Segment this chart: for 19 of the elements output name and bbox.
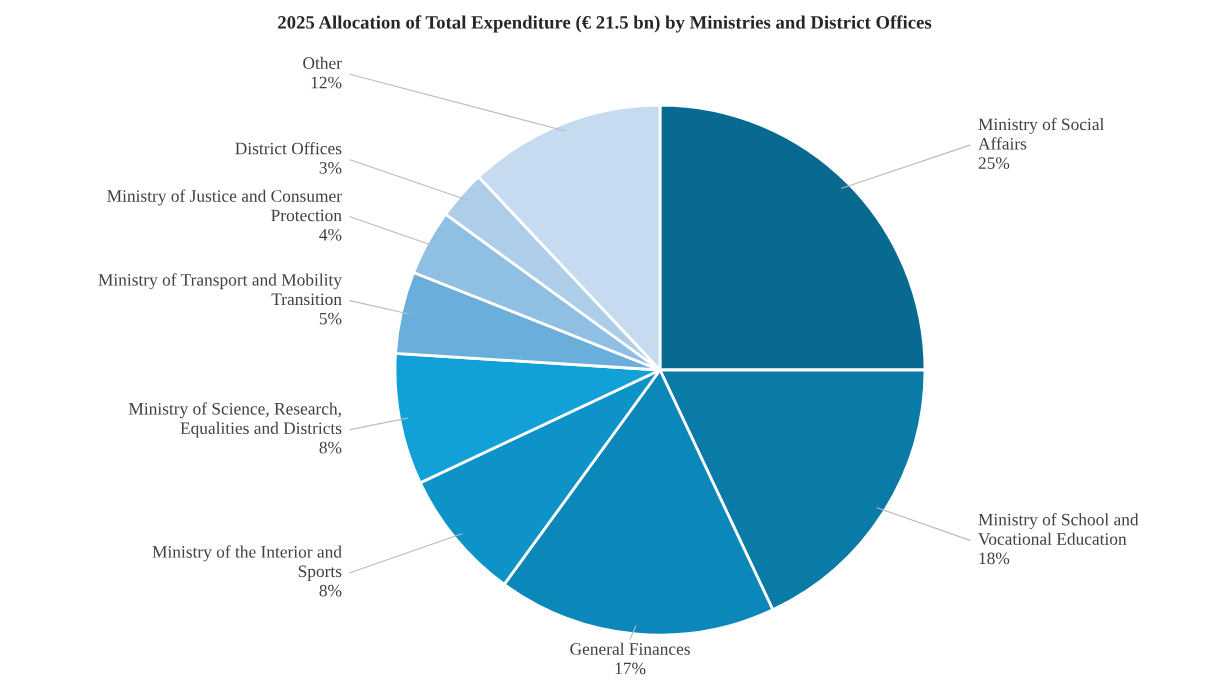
slice-label: Other bbox=[303, 56, 342, 69]
data-label: 12% bbox=[311, 76, 342, 89]
data-label: 4% bbox=[319, 228, 342, 241]
data-label: 8% bbox=[319, 584, 342, 597]
slice-label: Ministry of Social Affairs bbox=[978, 117, 1104, 150]
slice-label: General Finances bbox=[570, 642, 690, 655]
slice-label: Ministry of Science, Research, Equalities and Districts bbox=[128, 402, 342, 438]
data-label: 18% bbox=[979, 552, 1010, 565]
data-label: 8% bbox=[319, 441, 342, 454]
slice-label: Ministry of School and Vocational Education bbox=[978, 513, 1139, 545]
slice-label: Ministry of Justice and Consumer Protection bbox=[107, 189, 342, 222]
data-label: 5% bbox=[319, 312, 342, 325]
data-label: 17% bbox=[615, 662, 646, 675]
data-label: 25% bbox=[978, 157, 1010, 170]
slice-label: Ministry of Transport and Mobility Transition bbox=[98, 273, 342, 306]
chart-title: 2025 Allocation of Total Expenditure (€ 21.5 bn) by Ministries and District Offices bbox=[278, 15, 932, 33]
data-label: 3% bbox=[319, 162, 342, 174]
slice-label: Ministry of the Interior and Sports bbox=[152, 545, 342, 581]
slice-label: District Offices bbox=[235, 141, 342, 155]
